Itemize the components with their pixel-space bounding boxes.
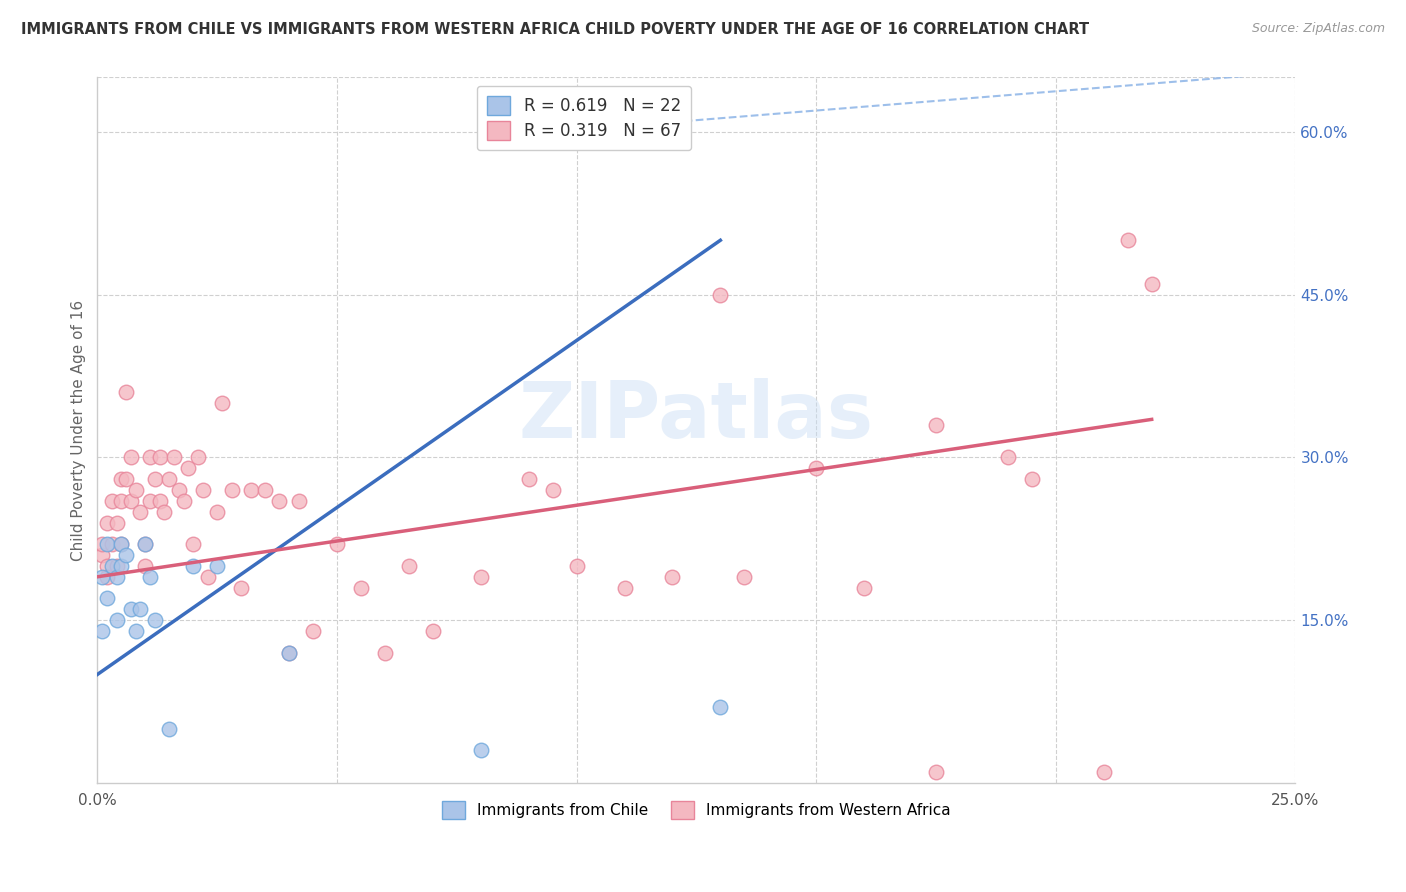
Point — [205, 505, 228, 519]
Point — [326, 537, 349, 551]
Point — [925, 765, 948, 780]
Point — [997, 450, 1019, 465]
Point — [350, 581, 373, 595]
Point — [91, 548, 114, 562]
Text: Source: ZipAtlas.com: Source: ZipAtlas.com — [1251, 22, 1385, 36]
Point — [229, 581, 252, 595]
Point — [96, 516, 118, 530]
Y-axis label: Child Poverty Under the Age of 16: Child Poverty Under the Age of 16 — [72, 300, 86, 561]
Point — [110, 472, 132, 486]
Point — [129, 602, 152, 616]
Point — [134, 558, 156, 573]
Point — [269, 493, 291, 508]
Point — [163, 450, 186, 465]
Point — [143, 472, 166, 486]
Point — [91, 537, 114, 551]
Point — [239, 483, 262, 497]
Point — [120, 493, 142, 508]
Point — [129, 505, 152, 519]
Point — [157, 722, 180, 736]
Point — [105, 558, 128, 573]
Point — [254, 483, 277, 497]
Point — [205, 558, 228, 573]
Point — [110, 537, 132, 551]
Point — [806, 461, 828, 475]
Point — [96, 558, 118, 573]
Point — [167, 483, 190, 497]
Point — [125, 483, 148, 497]
Point — [100, 493, 122, 508]
Point — [187, 450, 209, 465]
Point — [1092, 765, 1115, 780]
Point — [149, 493, 172, 508]
Point — [221, 483, 243, 497]
Point — [398, 558, 420, 573]
Point — [278, 646, 301, 660]
Point — [91, 624, 114, 638]
Point — [613, 581, 636, 595]
Point — [134, 537, 156, 551]
Text: IMMIGRANTS FROM CHILE VS IMMIGRANTS FROM WESTERN AFRICA CHILD POVERTY UNDER THE : IMMIGRANTS FROM CHILE VS IMMIGRANTS FROM… — [21, 22, 1090, 37]
Point — [143, 613, 166, 627]
Point — [115, 385, 138, 400]
Point — [191, 483, 214, 497]
Point — [120, 450, 142, 465]
Point — [173, 493, 195, 508]
Point — [470, 570, 492, 584]
Point — [139, 493, 162, 508]
Point — [853, 581, 876, 595]
Point — [211, 396, 233, 410]
Text: ZIPatlas: ZIPatlas — [519, 378, 875, 454]
Point — [110, 558, 132, 573]
Point — [110, 493, 132, 508]
Point — [157, 472, 180, 486]
Point — [100, 558, 122, 573]
Point — [96, 570, 118, 584]
Point — [197, 570, 219, 584]
Point — [105, 516, 128, 530]
Point — [541, 483, 564, 497]
Point — [302, 624, 325, 638]
Point — [91, 570, 114, 584]
Point — [181, 537, 204, 551]
Point — [287, 493, 309, 508]
Point — [105, 570, 128, 584]
Point — [1021, 472, 1043, 486]
Point — [517, 472, 540, 486]
Point — [153, 505, 176, 519]
Point — [120, 602, 142, 616]
Legend: Immigrants from Chile, Immigrants from Western Africa: Immigrants from Chile, Immigrants from W… — [436, 795, 957, 825]
Point — [1116, 233, 1139, 247]
Point — [96, 591, 118, 606]
Point — [565, 558, 588, 573]
Point — [470, 743, 492, 757]
Point — [149, 450, 172, 465]
Point — [181, 558, 204, 573]
Point — [110, 537, 132, 551]
Point — [115, 548, 138, 562]
Point — [709, 700, 731, 714]
Point — [422, 624, 444, 638]
Point — [1140, 277, 1163, 291]
Point — [134, 537, 156, 551]
Point — [139, 570, 162, 584]
Point — [139, 450, 162, 465]
Point — [925, 417, 948, 432]
Point — [105, 613, 128, 627]
Point — [374, 646, 396, 660]
Point — [733, 570, 755, 584]
Point — [709, 287, 731, 301]
Point — [125, 624, 148, 638]
Point — [100, 537, 122, 551]
Point — [115, 472, 138, 486]
Point — [177, 461, 200, 475]
Point — [96, 537, 118, 551]
Point — [278, 646, 301, 660]
Point — [661, 570, 683, 584]
